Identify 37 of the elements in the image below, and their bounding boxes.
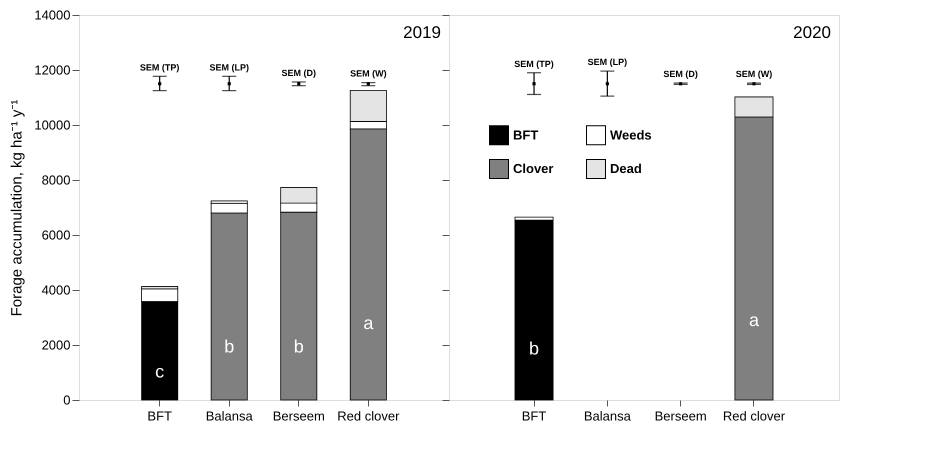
data-label: SEM (LP)	[209, 62, 249, 72]
legend-label: Weeds	[610, 127, 652, 142]
data-label: a	[748, 310, 760, 330]
data-label: SEM (D)	[663, 69, 698, 80]
y-tick-label: 8000	[42, 172, 70, 188]
x-tick-label: BFT	[522, 408, 546, 424]
x-tick-label: Balansa	[206, 408, 254, 424]
x-tick-label: Red clover	[722, 408, 786, 424]
x-tick-label: Balansa	[584, 408, 632, 424]
data-label: SEM (D)	[282, 68, 316, 78]
x-tick-label: Berseem	[272, 408, 325, 424]
y-tick-label: 0	[63, 392, 70, 408]
legend-label: BFT	[513, 127, 538, 142]
y-tick-label: 10000	[34, 118, 70, 132]
y-tick-label: 14000	[34, 8, 70, 22]
data-label: b	[294, 336, 304, 356]
y-tick-label: 2000	[42, 338, 70, 352]
x-tick-label: Berseem	[654, 408, 707, 424]
y-tick-label: 6000	[42, 228, 70, 242]
legend-label: Clover	[513, 161, 554, 176]
data-label: SEM (W)	[350, 68, 387, 79]
legend-label: Dead	[610, 161, 642, 176]
x-tick-label: Red clover	[337, 408, 400, 424]
y-tick-label: 4000	[42, 282, 70, 298]
x-tick-label: BFT	[147, 408, 172, 424]
data-label: c	[155, 361, 164, 382]
data-label: b	[529, 338, 540, 359]
data-label: b	[224, 336, 234, 357]
data-label: SEM (TP)	[140, 62, 180, 72]
data-label: SEM (W)	[736, 69, 772, 80]
data-label: SEM (TP)	[514, 58, 554, 69]
data-label: SEM (LP)	[588, 57, 628, 68]
y-tick-label: 12000	[34, 62, 70, 78]
data-label: a	[363, 313, 374, 334]
y-axis-title: Forage accumulation, kg ha⁻¹ y⁻¹	[8, 100, 26, 316]
annotation: 2019	[403, 23, 441, 42]
annotation: 2020	[793, 23, 831, 42]
